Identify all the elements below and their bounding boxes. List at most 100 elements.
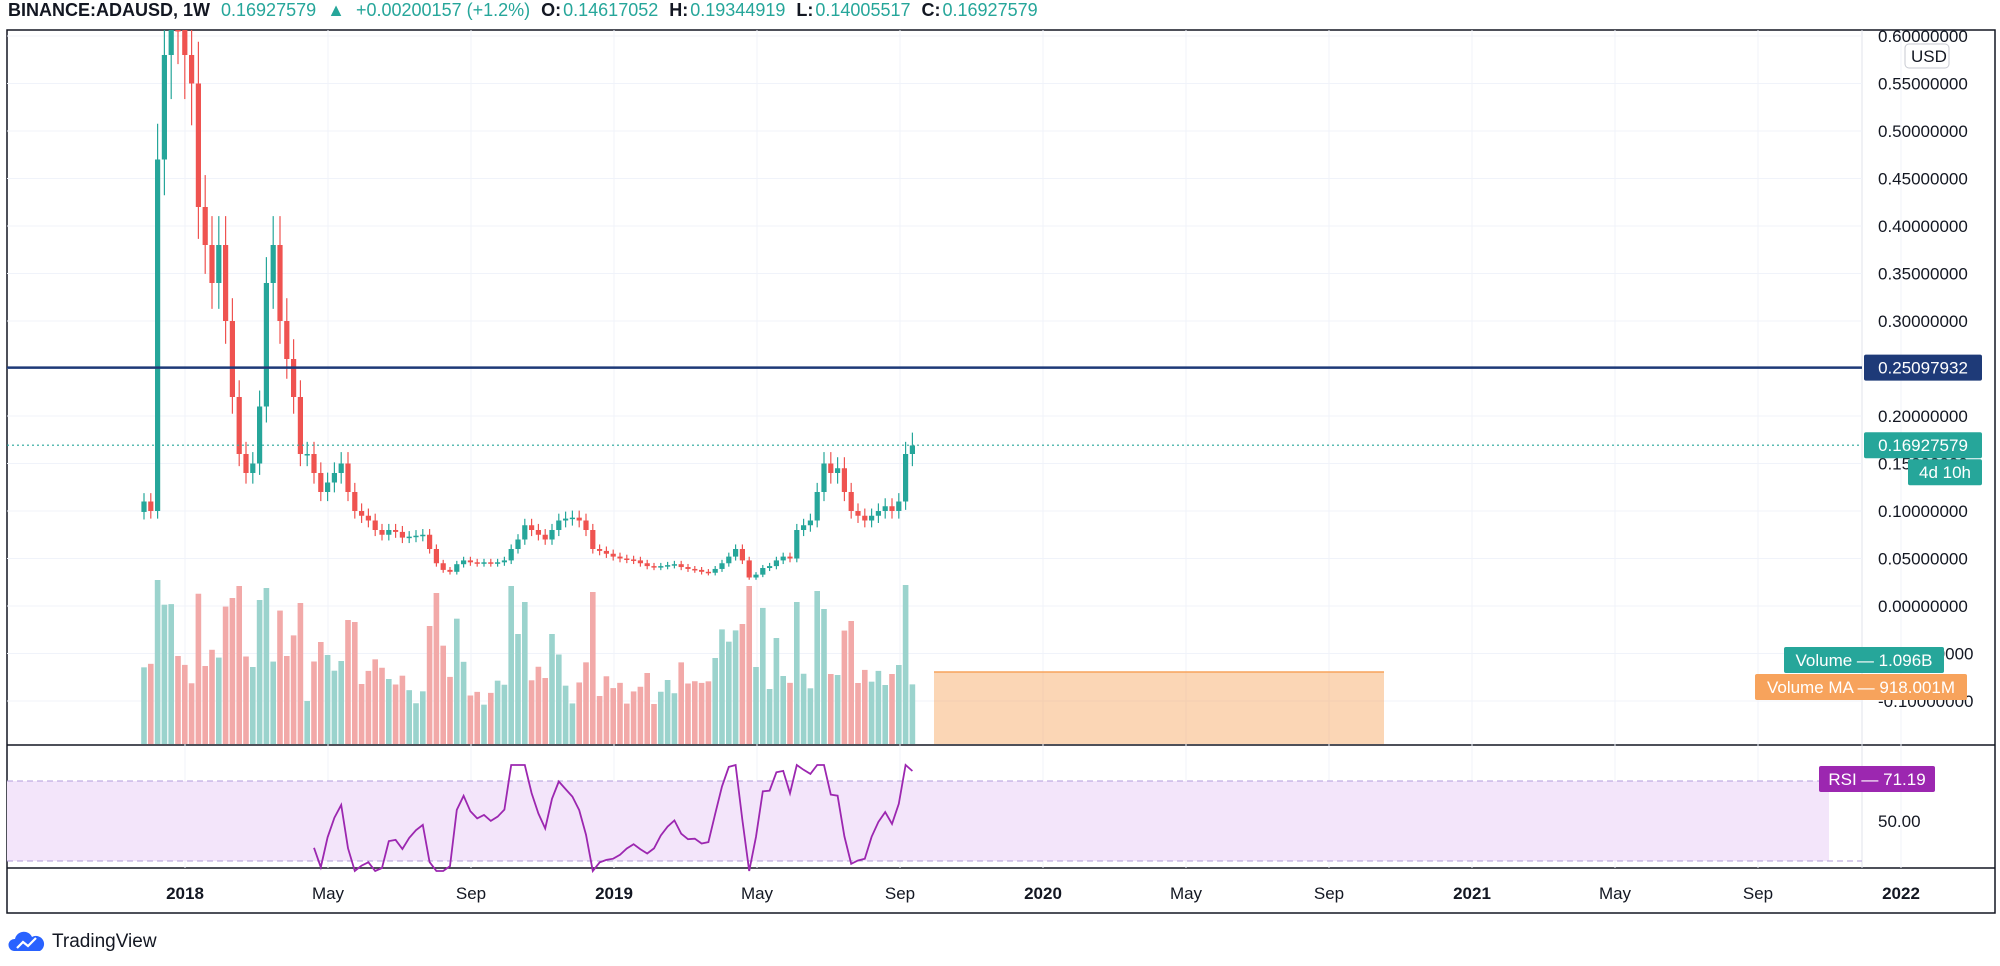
volume-bar — [209, 649, 215, 744]
volume-bar — [229, 598, 236, 744]
volume-bar — [855, 683, 861, 744]
candle — [277, 216, 283, 344]
volume-bar — [467, 695, 474, 744]
candle — [631, 555, 637, 565]
candle — [869, 508, 875, 528]
candle — [148, 493, 154, 519]
volume-bar — [270, 661, 276, 744]
volume-bar — [705, 681, 712, 744]
candle — [862, 508, 868, 528]
change-triangle-icon: ▲ — [327, 0, 345, 20]
volume-bar — [195, 593, 202, 744]
volume-bar — [154, 580, 161, 744]
candle — [508, 544, 514, 565]
candle — [801, 518, 807, 537]
volume-bar — [501, 684, 508, 744]
high-value: 0.19344919 — [690, 0, 786, 20]
candle — [807, 513, 813, 532]
y-tick-label: 0.45000000 — [1878, 170, 1968, 189]
horizontal-line-group[interactable] — [7, 366, 1862, 446]
footer-brand[interactable]: TradingView — [52, 931, 157, 952]
low-value: 0.14005517 — [815, 0, 911, 20]
volume-bar — [739, 624, 746, 744]
volume-bar — [794, 602, 800, 744]
candle — [189, 30, 195, 126]
candle — [284, 298, 290, 379]
volume-bar — [637, 686, 644, 744]
volume-bar — [141, 667, 147, 744]
candle — [243, 441, 249, 484]
volume-bar — [202, 666, 208, 744]
currency-badge[interactable]: USD — [1904, 43, 1950, 69]
x-tick-label: 2022 — [1882, 884, 1920, 903]
volume-bar — [379, 667, 385, 744]
volume-bar — [576, 682, 582, 744]
candle — [903, 441, 909, 510]
candle — [875, 503, 881, 523]
volume-bar — [222, 606, 229, 744]
volume-bar — [841, 630, 848, 744]
volume-bar — [889, 674, 895, 744]
volume-bar — [277, 610, 283, 744]
x-tick-label: 2020 — [1024, 884, 1062, 903]
candle — [182, 30, 188, 100]
volume-bar — [392, 684, 399, 744]
volume-bar — [420, 691, 426, 744]
volume-bar — [569, 703, 576, 744]
candle — [481, 558, 487, 567]
candle — [474, 558, 480, 567]
rsi-level-label: 50.00 — [1878, 812, 1921, 831]
candle — [161, 30, 167, 196]
candle — [699, 567, 705, 575]
candle — [352, 482, 358, 519]
symbol-label[interactable]: BINANCE:ADAUSD, 1W — [8, 0, 210, 20]
candle — [420, 529, 426, 542]
volume-bar — [399, 675, 406, 744]
candle — [617, 552, 623, 563]
candle — [529, 518, 535, 537]
volume-bar — [868, 681, 875, 744]
svg-text:0.25097932: 0.25097932 — [1878, 359, 1968, 378]
volume-bar — [685, 683, 691, 744]
volume-bar — [651, 704, 657, 744]
volume-bar — [787, 682, 793, 744]
volume-bar — [358, 684, 365, 744]
volume-bar — [175, 656, 181, 744]
volume-bar — [875, 670, 882, 744]
volume-bar — [902, 585, 909, 744]
candle — [318, 462, 324, 502]
candle — [447, 567, 453, 575]
volume-bar — [596, 696, 603, 744]
candle — [223, 216, 229, 344]
x-tick-label: Sep — [885, 884, 915, 903]
candle — [794, 523, 800, 563]
close-label: C: — [921, 0, 941, 20]
volume-bar — [311, 661, 317, 744]
volume-bar — [318, 642, 324, 744]
candle — [331, 462, 337, 493]
candle — [365, 508, 371, 528]
y-tick-label: 0.55000000 — [1878, 75, 1968, 94]
x-tick-label: May — [1599, 884, 1632, 903]
candle — [739, 544, 745, 565]
candle — [250, 452, 256, 484]
candle — [841, 457, 847, 502]
candle — [270, 216, 276, 309]
candle — [399, 525, 405, 544]
volume-bar — [494, 680, 501, 744]
candle — [563, 511, 569, 528]
time-axis[interactable]: 2018 May Sep 2019 May Sep 2020 May Sep 2021 May Sep… — [166, 884, 1920, 903]
volume-bar — [828, 674, 834, 744]
candle — [658, 562, 664, 571]
x-tick-label: 2019 — [595, 884, 633, 903]
candle — [705, 569, 711, 576]
volume-bar — [603, 676, 610, 744]
candle — [855, 503, 861, 523]
candle — [535, 523, 541, 541]
candle — [576, 510, 582, 528]
volume-bar — [726, 641, 732, 744]
volume-bar — [896, 665, 902, 744]
volume-bar — [188, 683, 195, 744]
candle — [712, 565, 718, 576]
